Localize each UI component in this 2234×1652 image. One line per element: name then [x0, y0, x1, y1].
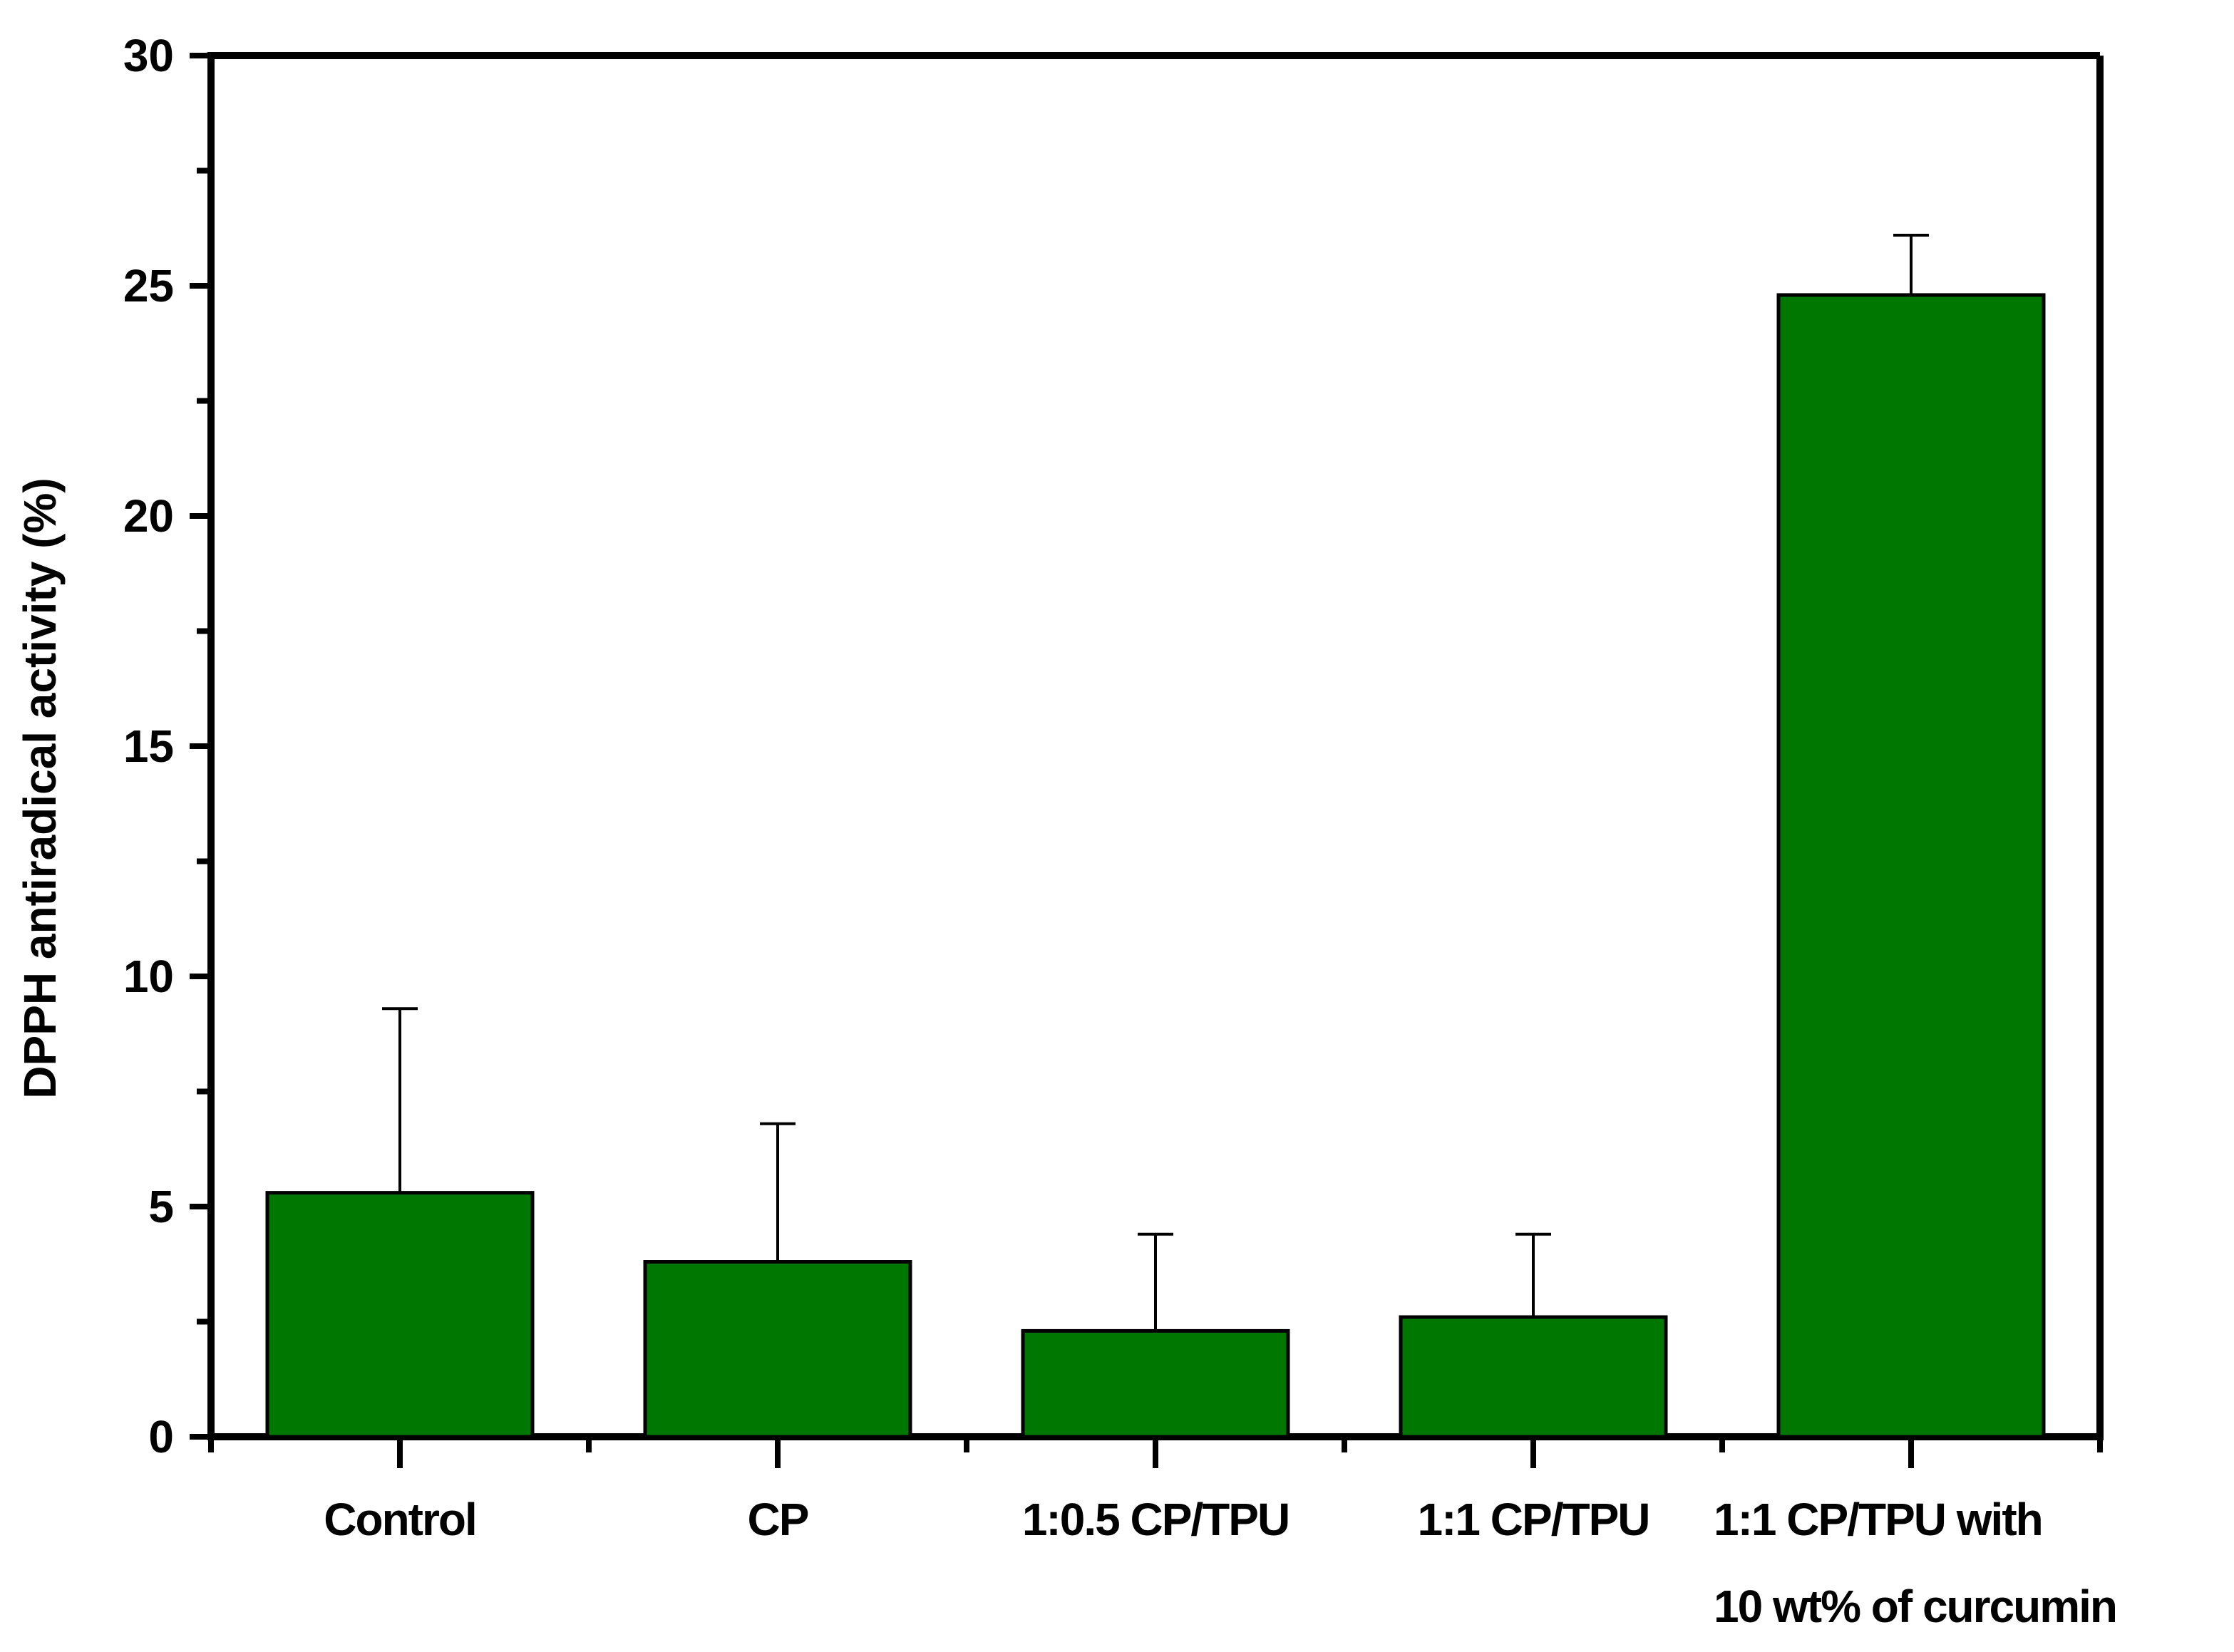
y-axis-label: DPPH antiradical activity (%): [14, 477, 66, 1098]
y-tick-label: 10: [123, 951, 174, 1002]
x-axis-categories: Control CP 1:0.5 CP/TPU 1:1 CP/TPU 1:1 CP/TP…: [324, 1494, 2118, 1632]
bar: [265, 1191, 535, 1439]
bar: [643, 1260, 912, 1439]
y-tick-label: 20: [123, 490, 174, 542]
x-category-label: 1:1 CP/TPU with: [1714, 1494, 2042, 1545]
bar: [1021, 1328, 1290, 1439]
y-tick-label: 30: [123, 30, 174, 81]
x-category-label: 1:1 CP/TPU: [1418, 1494, 1649, 1545]
y-tick-label: 15: [123, 721, 174, 772]
y-tick-label: 0: [148, 1411, 174, 1462]
x-category-label: 10 wt% of curcumin: [1714, 1581, 2116, 1632]
bar: [1399, 1315, 1668, 1439]
y-axis-ticks: 0 5 10 15 20 25 30: [123, 30, 211, 1462]
x-category-label: Control: [324, 1494, 476, 1545]
y-tick-label: 25: [123, 260, 174, 311]
x-category-label: CP: [748, 1494, 808, 1545]
x-category-label: 1:0.5 CP/TPU: [1022, 1494, 1289, 1545]
bars: [265, 293, 2046, 1439]
y-tick-label: 5: [148, 1181, 174, 1232]
bar: [1776, 293, 2046, 1439]
error-bars: [382, 233, 1929, 1331]
